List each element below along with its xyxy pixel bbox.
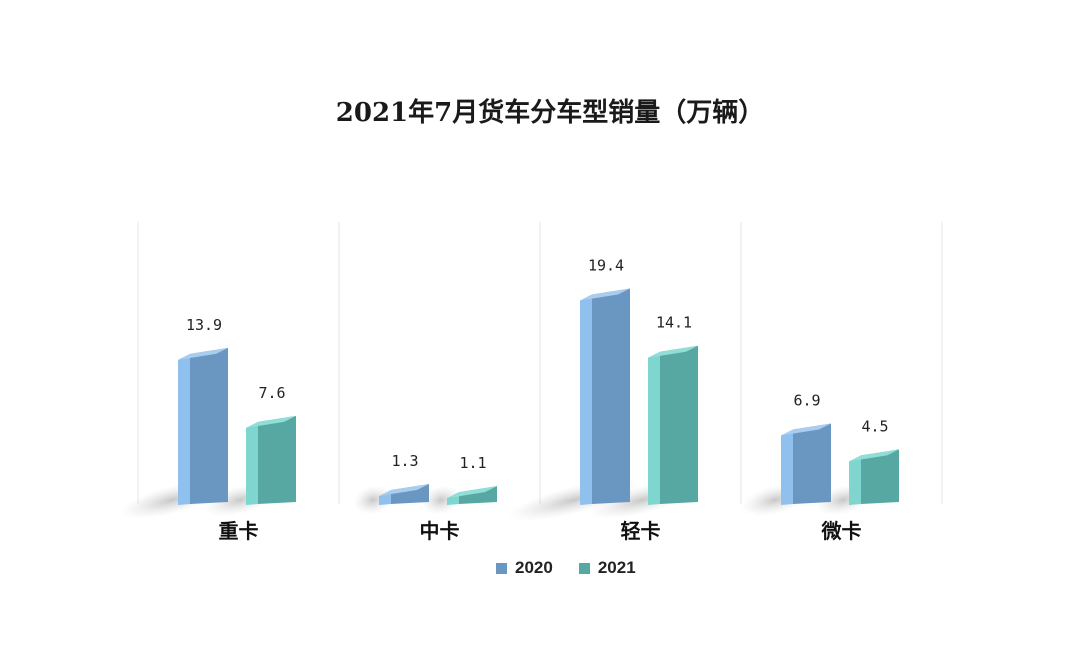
value-label-2021-0: 7.6 bbox=[258, 384, 285, 402]
bar-top bbox=[178, 347, 228, 360]
chart-title: 2021年7月货车分车型销量（万辆） bbox=[335, 98, 765, 128]
bar-2020-3[interactable] bbox=[781, 423, 831, 505]
bar-top bbox=[246, 415, 296, 428]
bar-front bbox=[190, 347, 228, 504]
bar-top bbox=[447, 486, 497, 499]
bar-top bbox=[849, 449, 899, 462]
legend-item-2021[interactable]: 2021 bbox=[578, 558, 636, 578]
bar-shadow bbox=[353, 485, 393, 515]
value-label-2021-1: 1.1 bbox=[459, 454, 486, 472]
bar-top bbox=[580, 288, 630, 301]
bar-top bbox=[781, 423, 831, 436]
bar-front bbox=[793, 423, 831, 504]
bar-2020-0[interactable] bbox=[178, 347, 228, 505]
bar-top bbox=[379, 483, 429, 496]
value-label-2021-2: 14.1 bbox=[656, 314, 692, 332]
value-label-2020-0: 13.9 bbox=[186, 316, 222, 334]
bar-side bbox=[580, 294, 592, 505]
bar-front bbox=[592, 288, 630, 504]
category-label-2: 轻卡 bbox=[621, 519, 661, 543]
bar-2020-2[interactable] bbox=[580, 288, 630, 505]
bar-side bbox=[246, 421, 258, 505]
value-label-2020-1: 1.3 bbox=[391, 452, 418, 470]
bar-top bbox=[648, 345, 698, 358]
value-label-2021-3: 4.5 bbox=[861, 417, 888, 435]
legend-label-2021: 2021 bbox=[597, 558, 636, 577]
bar-shadow bbox=[421, 485, 461, 515]
bar-2020-1[interactable] bbox=[379, 483, 429, 505]
bar-side bbox=[648, 351, 660, 505]
category-label-0: 重卡 bbox=[219, 519, 259, 543]
legend: 2020 2021 bbox=[496, 558, 636, 578]
value-label-2020-2: 19.4 bbox=[588, 256, 624, 274]
category-label-3: 微卡 bbox=[821, 519, 862, 543]
legend-swatch-2021 bbox=[578, 562, 590, 574]
bar-2021-2[interactable] bbox=[648, 345, 698, 505]
bar-2021-3[interactable] bbox=[849, 449, 899, 505]
category-label-1: 中卡 bbox=[420, 519, 460, 543]
legend-swatch-2020 bbox=[496, 562, 507, 574]
bar-front bbox=[258, 415, 296, 504]
bar-front bbox=[861, 449, 899, 504]
bar-2021-0[interactable] bbox=[246, 415, 296, 505]
bar-side bbox=[781, 429, 793, 505]
bar-front bbox=[660, 345, 698, 504]
value-label-2020-3: 6.9 bbox=[793, 391, 820, 409]
bar-side bbox=[849, 455, 861, 505]
legend-label-2020: 2020 bbox=[515, 558, 553, 577]
bar-2021-1[interactable] bbox=[447, 486, 497, 505]
bar-side bbox=[178, 353, 190, 505]
legend-item-2020[interactable]: 2020 bbox=[496, 558, 553, 578]
